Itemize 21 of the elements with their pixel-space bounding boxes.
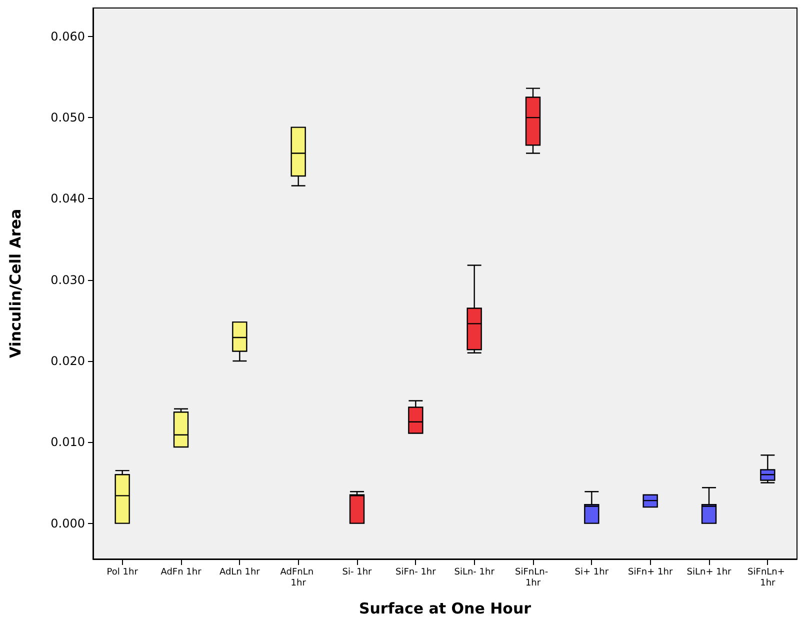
x-tick-label: SiFn- 1hr	[395, 568, 436, 578]
y-tick-label: 0.060	[50, 29, 85, 44]
x-tick-label: AdLn 1hr	[219, 568, 260, 578]
x-tick-label: AdFn 1hr	[160, 568, 202, 578]
y-axis-title: Vinculin/Cell Area	[6, 208, 24, 358]
x-tick-label: SiFnLn- 1hr	[515, 568, 551, 588]
x-tick-label: Si- 1hr	[342, 568, 372, 578]
x-tick-label: SiFn+ 1hr	[628, 568, 673, 578]
x-tick-label: SiFnLn+ 1hr	[748, 568, 788, 588]
x-tick-label: AdFnLn 1hr	[280, 568, 316, 588]
y-tick-label: 0.010	[50, 435, 85, 450]
y-tick-label: 0.030	[50, 272, 85, 287]
y-tick-label: 0.040	[50, 192, 85, 206]
x-tick-label: SiLn+ 1hr	[686, 568, 732, 578]
y-tick-label: 0.050	[50, 110, 85, 125]
x-axis-title: Surface at One Hour	[358, 600, 532, 618]
y-tick-label: 0.020	[50, 354, 85, 368]
x-tick-label: Pol 1hr	[106, 568, 138, 578]
y-tick-label: 0.000	[50, 516, 85, 530]
x-tick-label: Si+ 1hr	[574, 568, 609, 578]
x-tick-label: SiLn- 1hr	[454, 568, 495, 578]
